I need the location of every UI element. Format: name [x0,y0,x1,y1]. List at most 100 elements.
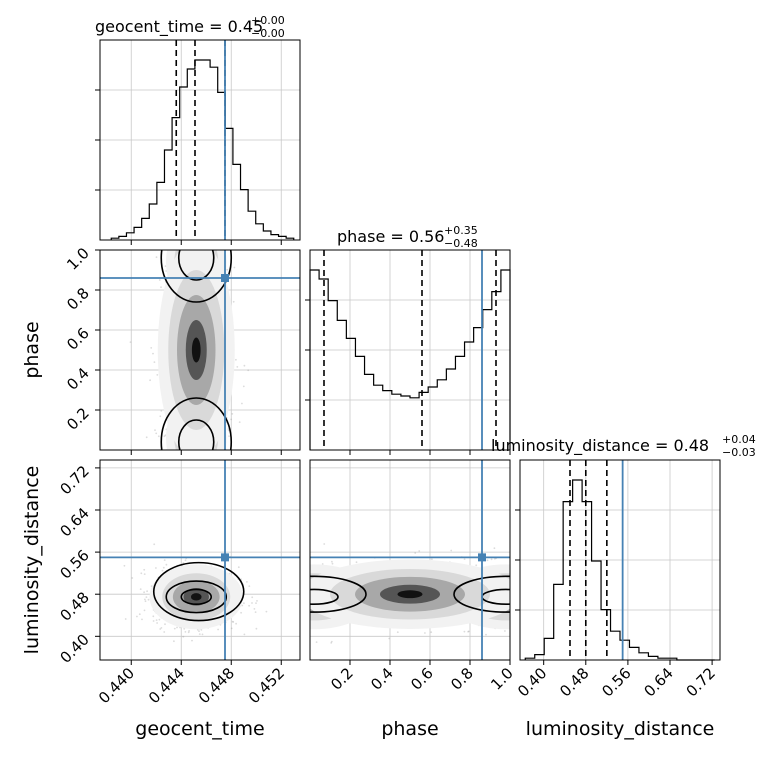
histogram-steps [110,59,295,240]
scatter-point [160,627,163,629]
scatter-point [308,614,310,616]
scatter-point [155,432,158,435]
truth-marker [221,274,229,282]
scatter-point [230,627,233,630]
title-luminosity-distance-plus: +0.04 [722,433,756,446]
scatter-point [227,456,229,458]
scatter-point [200,455,202,457]
scatter-point [172,456,174,458]
scatter-point [242,385,245,388]
scatter-point [475,564,478,567]
scatter-point [301,569,303,571]
scatter-point [197,242,199,244]
scatter-point [307,601,309,603]
scatter-point [186,455,188,457]
scatter-point [158,618,161,621]
scatter-point [200,454,202,456]
scatter-point [202,456,204,458]
scatter-point [159,415,162,418]
scatter-point [243,602,245,605]
scatter-point [321,563,324,565]
scatter-point [153,543,156,546]
scatter-point [156,241,158,243]
scatter-point [200,245,202,247]
contour-line [165,580,228,614]
scatter-point [202,457,204,459]
scatter-point [186,246,188,248]
scatter-point [516,608,518,610]
scatter-point [236,366,239,368]
scatter-point [160,410,163,412]
scatter-point [518,599,520,601]
scatter-point [194,451,196,453]
scatter-point [307,606,309,608]
scatter-point [306,612,308,614]
scatter-point [516,590,518,592]
scatter-point [192,453,194,455]
scatter-point [217,628,220,631]
scatter-point [185,245,187,247]
x-tick-label: 0.4 [367,664,397,694]
scatter-point [424,632,426,634]
scatter-point [180,455,182,457]
scatter-point [197,241,199,243]
panel-geocent-time-hist [95,39,301,245]
scatter-point [184,454,186,456]
scatter-point [143,568,146,571]
scatter-point [183,241,185,243]
scatter-point [164,265,167,267]
scatter-point [418,550,421,552]
scatter-point [185,246,187,248]
scatter-point [201,450,203,452]
scatter-point [200,629,203,631]
scatter-point [414,552,417,554]
scatter-point [243,633,246,636]
scatter-point [515,580,517,582]
scatter-point [192,242,194,244]
scatter-point [227,429,230,432]
scatter-point [211,243,213,245]
scatter-point [511,598,513,600]
scatter-point [199,244,201,246]
scatter-point [193,244,195,246]
scatter-point [203,455,205,457]
scatter-point [163,631,166,633]
x-tick-label: 0.56 [598,664,634,700]
scatter-point [156,374,159,376]
scatter-point [302,599,304,601]
x-tick-label: 0.2 [327,664,357,694]
scatter-point [305,601,307,603]
scatter-point [504,630,506,632]
scatter-point [136,615,138,618]
scatter-point [306,596,308,598]
scatter-point [518,567,520,569]
scatter-point [513,601,515,603]
scatter-point [188,630,191,632]
scatter-point [165,563,168,566]
scatter-point [218,241,220,243]
scatter-point [241,402,243,405]
scatter-point [306,586,308,588]
scatter-point [485,633,487,636]
scatter-point [191,247,193,249]
scatter-point [518,577,520,579]
scatter-point [303,597,305,599]
scatter-point [512,612,514,614]
title-phase-main: phase = 0.56 [337,227,444,246]
scatter-point [198,452,200,454]
scatter-point [140,572,143,575]
truth-marker [478,553,486,562]
scatter-point [198,630,200,632]
scatter-point [232,300,235,303]
scatter-point [463,558,466,560]
scatter-point [176,244,178,246]
scatter-point [305,597,307,599]
scatter-point [237,566,240,569]
scatter-point [161,569,164,572]
scatter-point [515,592,517,594]
scatter-point [301,611,303,613]
scatter-point [430,631,433,634]
truth-marker [221,553,229,562]
scatter-point [518,598,520,600]
scatter-point [306,609,308,611]
